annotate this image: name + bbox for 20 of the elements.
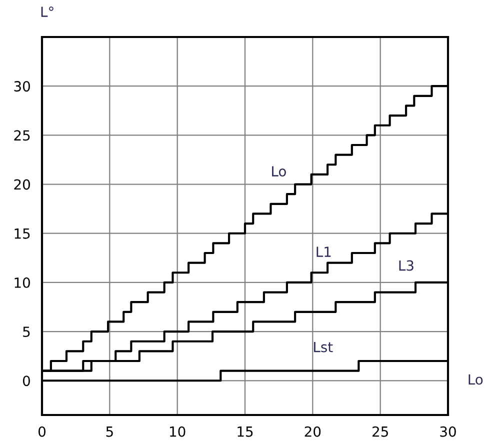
series-label: L3 bbox=[399, 260, 414, 271]
y-tick-label: 10 bbox=[14, 277, 30, 288]
y-tick-label: 5 bbox=[23, 326, 30, 338]
y-tick-label: 0 bbox=[22, 376, 30, 386]
x-tick-label: 30 bbox=[440, 426, 456, 437]
x-axis-title: Lo bbox=[468, 374, 483, 385]
x-tick-label: 10 bbox=[170, 426, 186, 437]
y-axis-title: L° bbox=[41, 6, 54, 17]
series-label: L1 bbox=[316, 246, 331, 257]
y-tick-label: 20 bbox=[14, 179, 30, 190]
x-tick-label: 5 bbox=[106, 426, 113, 437]
x-tick-label: 0 bbox=[38, 426, 46, 437]
series-label: Lst bbox=[314, 342, 333, 352]
x-tick-label: 15 bbox=[238, 426, 253, 437]
series-label: Lo bbox=[272, 166, 286, 177]
x-tick-label: 25 bbox=[372, 426, 388, 437]
y-tick-label: 15 bbox=[14, 228, 30, 239]
y-tick-label: 30 bbox=[14, 81, 30, 92]
x-tick-label: 20 bbox=[304, 426, 321, 437]
y-tick-label: 25 bbox=[14, 130, 30, 141]
